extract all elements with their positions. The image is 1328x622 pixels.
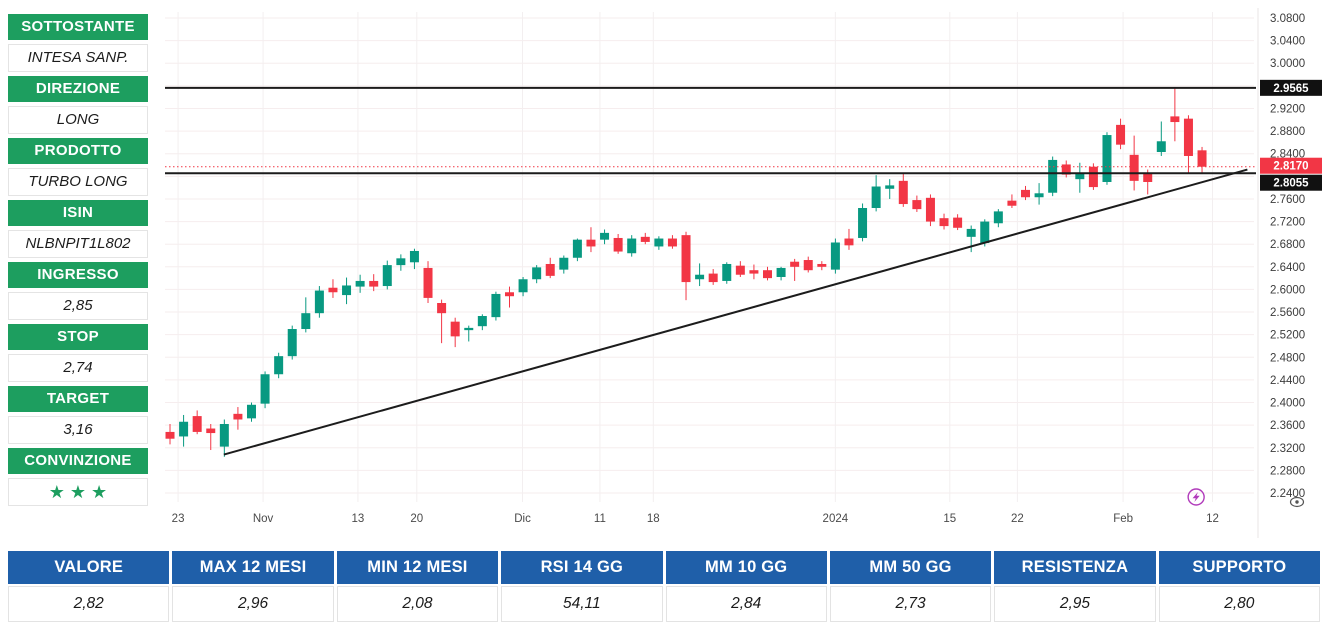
- price-chart[interactable]: 3.0800 3.0400 3.0000 2.9200 2.8800 2.8400 2.76…: [160, 0, 1328, 545]
- stats-header-valore: VALORE: [8, 551, 170, 584]
- y-axis-tick: 2.5600: [1270, 307, 1305, 319]
- y-axis-tick: 2.6000: [1270, 284, 1305, 296]
- stats-header-mm50gg: MM 50 GG: [829, 551, 992, 584]
- x-axis-tick: Feb: [1113, 513, 1133, 525]
- x-axis-tick: 13: [352, 513, 365, 525]
- last-price-tag-label: 2.8170: [1273, 161, 1308, 173]
- stats-header-max12mesi: MAX 12 MESI: [172, 551, 334, 584]
- stats-header-rsi14gg: RSI 14 GG: [501, 551, 663, 584]
- sidebar-header-stop: STOP: [8, 324, 148, 350]
- sidebar-value-stop: 2,74: [8, 354, 148, 382]
- stats-value-resistenza: 2,95: [994, 586, 1156, 622]
- sidebar-value-target: 3,16: [8, 416, 148, 444]
- candlestick-chart-svg[interactable]: 3.0800 3.0400 3.0000 2.9200 2.8800 2.8400 2.76…: [160, 0, 1328, 545]
- x-axis-tick: 11: [594, 513, 606, 525]
- y-axis-tick: 3.0000: [1270, 58, 1305, 70]
- sidebar-header-convinzione: CONVINZIONE: [8, 448, 148, 474]
- candles-group: [165, 87, 1207, 457]
- stats-value-rsi14gg: 54,11: [501, 586, 663, 622]
- stats-header-mm10gg: MM 10 GG: [665, 551, 827, 584]
- stats-value-min12mesi: 2,08: [336, 586, 499, 622]
- sidebar-value-direzione: LONG: [8, 106, 148, 134]
- y-axis-tick: 3.0800: [1270, 13, 1305, 25]
- conviction-stars: ★★★: [8, 478, 148, 506]
- sidebar-value-isin: NLBNPIT1L802: [8, 230, 148, 258]
- resistance-price-tag-label: 2.9565: [1273, 83, 1309, 95]
- x-axis-tick: 18: [647, 513, 660, 525]
- eye-icon[interactable]: [1289, 496, 1305, 508]
- sidebar-header-prodotto: PRODOTTO: [8, 138, 148, 164]
- y-axis-tick: 2.4000: [1270, 398, 1305, 410]
- resistance-price-tag: [1260, 79, 1322, 96]
- support-price-tag-label: 2.8055: [1273, 178, 1309, 190]
- y-axis-tick: 2.6800: [1270, 239, 1305, 251]
- y-axis-tick: 2.7600: [1270, 194, 1305, 206]
- stats-table: VALORE MAX 12 MESI MIN 12 MESI RSI 14 GG…: [8, 551, 1320, 622]
- y-axis-tick: 2.4800: [1270, 352, 1305, 364]
- y-axis-tick: 2.7200: [1270, 217, 1305, 229]
- trendline[interactable]: [223, 168, 1248, 456]
- y-axis-tick: 2.4400: [1270, 375, 1305, 387]
- stats-value-max12mesi: 2,96: [172, 586, 334, 622]
- y-axis-tick: 2.8800: [1270, 126, 1305, 138]
- last-price-tag: [1260, 157, 1322, 174]
- support-price-tag: [1260, 174, 1322, 191]
- y-axis-tick: 3.0400: [1270, 36, 1305, 48]
- x-axis-tick: 15: [943, 513, 956, 525]
- y-axis-tick: 2.3200: [1270, 443, 1305, 455]
- stats-value-mm50gg: 2,73: [829, 586, 992, 622]
- stats-header-resistenza: RESISTENZA: [994, 551, 1156, 584]
- sidebar-value-ingresso: 2,85: [8, 292, 148, 320]
- y-axis-tick: 2.9200: [1270, 103, 1305, 115]
- sidebar-header-sottostante: SOTTOSTANTE: [8, 14, 148, 40]
- stats-value-mm10gg: 2,84: [665, 586, 827, 622]
- sidebar-header-ingresso: INGRESSO: [8, 262, 148, 288]
- sidebar-value-prodotto: TURBO LONG: [8, 168, 148, 196]
- sidebar-header-isin: ISIN: [8, 200, 148, 226]
- sidebar-header-direzione: DIREZIONE: [8, 76, 148, 102]
- x-axis-tick: Nov: [253, 513, 274, 525]
- flash-icon[interactable]: [1187, 488, 1205, 506]
- y-axis-tick: 2.6400: [1270, 262, 1305, 274]
- stats-value-supporto: 2,80: [1158, 586, 1320, 622]
- x-axis-tick: Dic: [514, 513, 531, 525]
- sidebar-header-target: TARGET: [8, 386, 148, 412]
- trade-info-sidebar: SOTTOSTANTE INTESA SANP. DIREZIONE LONG …: [8, 14, 148, 506]
- x-axis-tick: 22: [1011, 513, 1024, 525]
- x-axis-tick: 23: [172, 513, 185, 525]
- x-axis-tick: 12: [1206, 513, 1219, 525]
- y-axis-tick: 2.5200: [1270, 330, 1305, 342]
- x-axis-tick: 2024: [823, 513, 849, 525]
- y-axis-tick: 2.8400: [1270, 149, 1305, 161]
- stats-header-supporto: SUPPORTO: [1158, 551, 1320, 584]
- stats-value-valore: 2,82: [8, 586, 170, 622]
- sidebar-value-sottostante: INTESA SANP.: [8, 44, 148, 72]
- stats-header-min12mesi: MIN 12 MESI: [336, 551, 499, 584]
- y-axis-tick: 2.3600: [1270, 420, 1305, 432]
- x-axis-tick: 20: [410, 513, 423, 525]
- y-axis-tick: 2.2800: [1270, 465, 1305, 477]
